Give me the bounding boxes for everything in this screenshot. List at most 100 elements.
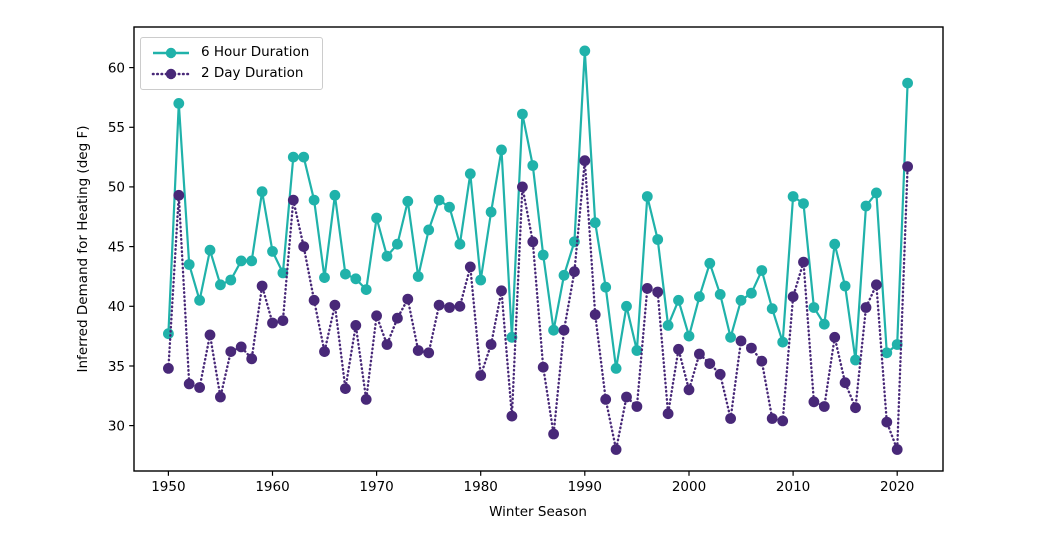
- legend-label-2-day-duration: 2 Day Duration: [201, 65, 304, 82]
- data-point: [183, 259, 195, 270]
- data-point: [287, 151, 299, 163]
- x-tick-label: 1960: [255, 479, 289, 495]
- data-point: [600, 394, 612, 405]
- y-tick-label: 60: [108, 60, 125, 76]
- data-point: [683, 330, 695, 342]
- y-tick-label: 30: [108, 418, 125, 434]
- data-point: [641, 191, 653, 202]
- data-point: [818, 401, 830, 412]
- data-point: [506, 331, 518, 343]
- data-point: [340, 268, 351, 280]
- data-point: [433, 194, 445, 206]
- data-point: [360, 284, 372, 295]
- data-point: [787, 191, 799, 202]
- data-point: [829, 238, 841, 250]
- data-point: [714, 368, 726, 380]
- data-point: [485, 339, 497, 350]
- data-point: [163, 363, 174, 374]
- data-point: [183, 378, 195, 390]
- data-point: [433, 299, 445, 311]
- data-point: [600, 281, 612, 293]
- data-point: [829, 331, 841, 343]
- data-point: [475, 370, 487, 381]
- data-point: [194, 382, 206, 393]
- data-point: [766, 303, 778, 315]
- legend-swatch-solid-line-icon: [153, 47, 189, 59]
- data-point: [746, 342, 757, 354]
- series-line-0: [167, 50, 909, 369]
- data-point: [225, 274, 237, 286]
- data-point: [548, 324, 559, 336]
- data-point: [787, 291, 799, 303]
- data-point: [454, 300, 466, 312]
- legend-item-2-day-duration: 2 Day Duration: [151, 67, 309, 81]
- data-point: [371, 310, 382, 322]
- data-point: [215, 279, 226, 291]
- data-point: [725, 413, 736, 424]
- legend: 6 Hour Duration 2 Day Duration: [140, 37, 324, 90]
- data-point: [631, 345, 643, 356]
- data-point: [246, 353, 258, 365]
- legend-label-6-hour-duration: 6 Hour Duration: [201, 44, 310, 61]
- x-tick-label: 2020: [880, 479, 914, 495]
- data-point: [517, 108, 528, 120]
- data-point: [579, 45, 591, 57]
- data-point: [163, 328, 174, 340]
- y-axis-label: Inferred Demand for Heating (deg F): [75, 125, 91, 373]
- data-point: [725, 331, 736, 343]
- data-point: [287, 194, 299, 206]
- x-tick-label: 2000: [672, 479, 706, 495]
- data-point: [652, 286, 664, 298]
- data-point: [204, 329, 216, 341]
- data-point: [527, 160, 539, 171]
- data-point: [891, 339, 903, 350]
- data-point: [735, 335, 747, 347]
- data-point: [641, 283, 653, 294]
- legend-item-6-hour-duration: 6 Hour Duration: [151, 46, 309, 60]
- data-point: [610, 444, 622, 455]
- data-point: [402, 293, 414, 305]
- data-point: [808, 396, 820, 408]
- y-tick-label: 55: [108, 120, 125, 136]
- data-point: [881, 347, 893, 359]
- data-point: [839, 280, 851, 292]
- data-point: [798, 256, 809, 268]
- data-point: [319, 346, 330, 357]
- data-point: [444, 201, 455, 213]
- data-point: [464, 168, 476, 180]
- data-point: [902, 161, 913, 173]
- data-point: [818, 318, 830, 330]
- y-tick-label: 50: [108, 180, 125, 196]
- data-point: [392, 312, 403, 324]
- data-point: [673, 343, 684, 355]
- y-tick-label: 40: [108, 299, 125, 315]
- x-axis-label: Winter Season: [489, 504, 587, 520]
- data-point: [652, 234, 664, 245]
- data-point: [308, 294, 320, 306]
- data-point: [256, 280, 268, 292]
- data-point: [496, 285, 507, 297]
- data-point: [496, 144, 507, 156]
- data-point: [277, 315, 289, 326]
- data-point: [756, 265, 768, 276]
- data-point: [215, 391, 226, 403]
- data-point: [558, 324, 570, 336]
- legend-swatch-dotted-line-icon: [151, 68, 191, 80]
- data-point: [194, 294, 206, 306]
- data-point: [235, 255, 247, 267]
- data-point: [204, 244, 216, 256]
- data-point: [454, 238, 466, 250]
- data-point: [871, 279, 882, 291]
- data-point: [475, 274, 487, 286]
- data-point: [267, 317, 278, 329]
- data-point: [850, 354, 861, 366]
- data-point: [579, 155, 591, 167]
- data-point: [662, 320, 674, 331]
- y-tick-label: 45: [108, 239, 125, 255]
- data-point: [350, 320, 362, 331]
- y-tick-label: 35: [108, 359, 125, 375]
- data-point: [423, 347, 435, 359]
- data-point: [256, 186, 268, 198]
